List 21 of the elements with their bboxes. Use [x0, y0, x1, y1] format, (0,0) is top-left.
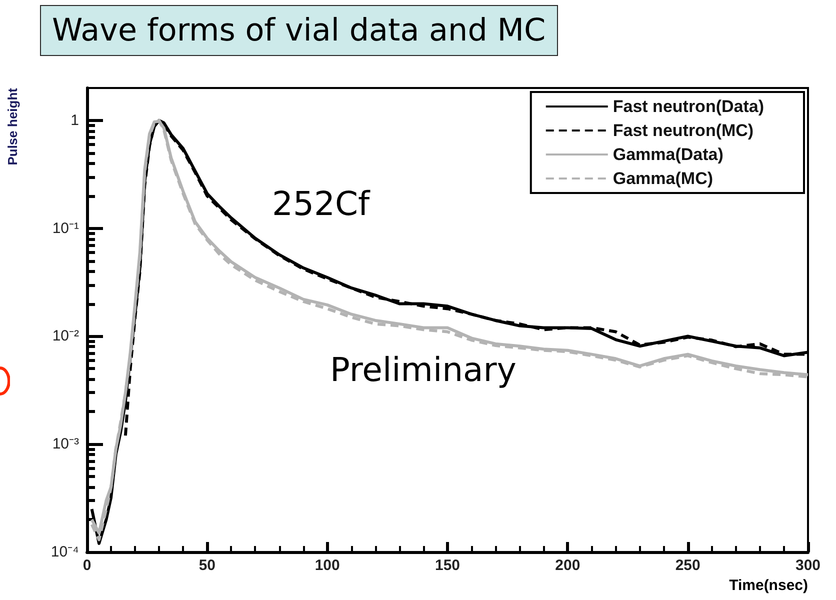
annotation: Preliminary [330, 350, 516, 389]
y-tick-label: 10⁻⁴ [50, 544, 79, 560]
legend-label: Gamma(MC) [612, 169, 714, 188]
x-tick-label: 250 [675, 557, 700, 574]
x-axis-title: Time(nsec) [729, 577, 808, 594]
y-tick-label: 10⁻¹ [52, 220, 79, 237]
x-tick-label: 300 [795, 557, 821, 574]
y-tick-label: 10⁻³ [52, 436, 79, 453]
y-tick-label: 10⁻² [52, 328, 79, 345]
annotation: 252Cf [272, 184, 372, 223]
y-axis-title: Pulse height [5, 87, 20, 166]
y-tick-label: 1 [70, 112, 79, 129]
x-tick-label: 200 [555, 557, 580, 574]
legend-label: Fast neutron(Data) [612, 97, 764, 116]
x-tick-label: 150 [434, 557, 460, 574]
x-tick-label: 0 [82, 557, 92, 574]
legend-label: Fast neutron(MC) [612, 121, 754, 140]
chart-title: Wave forms of vial data and MC [52, 12, 546, 48]
x-tick-label: 50 [198, 557, 216, 574]
x-tick-label: 100 [314, 557, 340, 574]
legend-label: Gamma(Data) [612, 145, 724, 164]
